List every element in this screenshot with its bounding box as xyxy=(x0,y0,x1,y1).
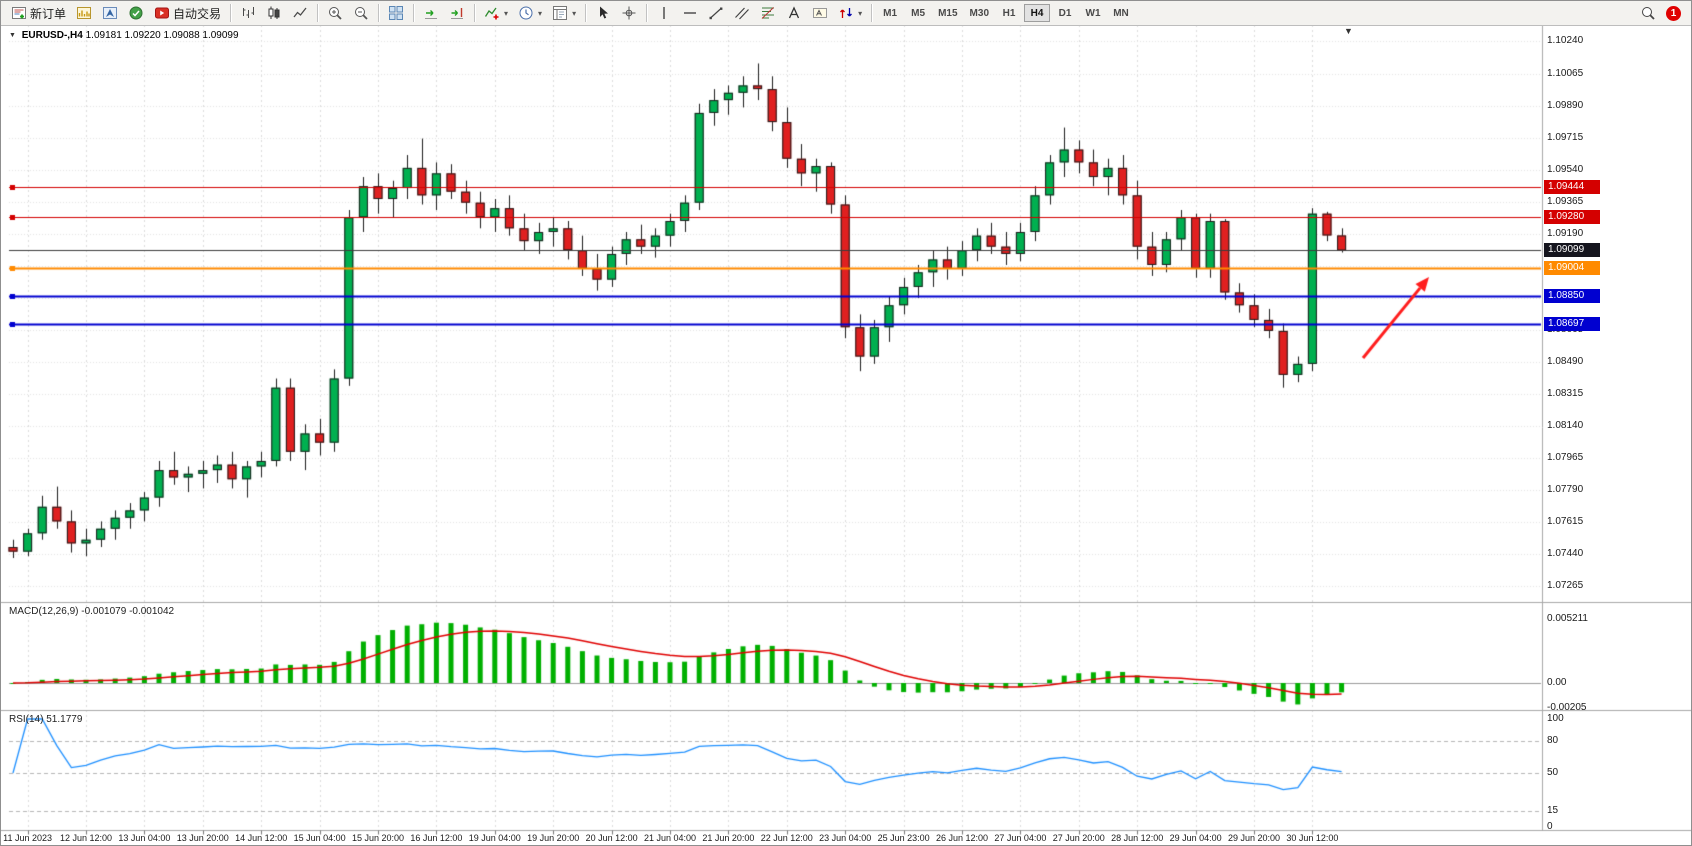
market-watch-button[interactable] xyxy=(72,3,96,23)
dropdown-arrow-icon[interactable]: ▾ xyxy=(504,8,509,18)
timeframe-button-m5[interactable]: M5 xyxy=(905,4,931,22)
timeframe-button-mn[interactable]: MN xyxy=(1108,4,1134,22)
candlestick-button[interactable] xyxy=(262,3,286,23)
new-order-button-label: 新订单 xyxy=(30,6,67,21)
toolbar: 新订单 自动交易 ▾ ▾ ▾ ▾ M1 M5 M15 M30 H1 H4 D1 W1 MN 1 xyxy=(1,1,1691,26)
cursor-button[interactable] xyxy=(591,3,615,23)
toolbar-separator xyxy=(378,4,380,22)
timeframe-button-m1[interactable]: M1 xyxy=(877,4,903,22)
auto-trading-button[interactable]: 自动交易 xyxy=(150,3,225,23)
line-chart-button[interactable] xyxy=(288,3,312,23)
arrows-button[interactable]: ▾ xyxy=(834,3,866,23)
indicators-button[interactable]: ▾ xyxy=(480,3,512,23)
toolbar-separator xyxy=(646,4,648,22)
line-chart-icon xyxy=(292,5,308,21)
terminal-button[interactable] xyxy=(124,3,148,23)
auto-trading-button-label: 自动交易 xyxy=(173,6,222,21)
trendline-icon xyxy=(708,5,724,21)
dropdown-arrow-icon[interactable]: ▾ xyxy=(572,8,577,18)
timeframe-button-d1[interactable]: D1 xyxy=(1052,4,1078,22)
dropdown-arrow-icon[interactable]: ▾ xyxy=(858,8,863,18)
text-label-icon xyxy=(812,5,828,21)
bar-chart-button[interactable] xyxy=(236,3,260,23)
candlestick-icon xyxy=(266,5,282,21)
bar-chart-icon xyxy=(240,5,256,21)
toolbar-separator xyxy=(413,4,415,22)
notification-badge[interactable]: 1 xyxy=(1666,5,1681,21)
fibonacci-button[interactable] xyxy=(756,3,780,23)
trendline-button[interactable] xyxy=(704,3,728,23)
terminal-icon xyxy=(128,5,144,21)
new-order-button[interactable]: 新订单 xyxy=(7,3,70,23)
toolbar-separator xyxy=(230,4,232,22)
fibonacci-icon xyxy=(760,5,776,21)
search-button[interactable] xyxy=(1636,3,1660,23)
search-icon xyxy=(1640,5,1656,21)
channel-icon xyxy=(734,5,750,21)
vertical-line-icon xyxy=(656,5,672,21)
timeframe-button-h4[interactable]: H4 xyxy=(1024,4,1050,22)
text-button[interactable] xyxy=(782,3,806,23)
crosshair-icon xyxy=(621,5,637,21)
zoom-out-button[interactable] xyxy=(349,3,373,23)
navigator-button[interactable] xyxy=(98,3,122,23)
text-label-button[interactable] xyxy=(808,3,832,23)
new-order-icon xyxy=(11,5,27,21)
channel-button[interactable] xyxy=(730,3,754,23)
templates-button[interactable]: ▾ xyxy=(548,3,580,23)
horizontal-line-button[interactable] xyxy=(678,3,702,23)
auto-scroll-icon xyxy=(423,5,439,21)
chart-shift-button[interactable] xyxy=(445,3,469,23)
dropdown-arrow-icon[interactable]: ▾ xyxy=(538,8,543,18)
indicators-icon xyxy=(484,5,500,21)
tile-windows-icon xyxy=(388,5,404,21)
arrows-icon xyxy=(838,5,854,21)
horizontal-line-icon xyxy=(682,5,698,21)
market-watch-icon xyxy=(76,5,92,21)
zoom-in-button[interactable] xyxy=(323,3,347,23)
periods-icon xyxy=(518,5,534,21)
templates-icon xyxy=(552,5,568,21)
text-icon xyxy=(786,5,802,21)
toolbar-separator xyxy=(317,4,319,22)
cursor-icon xyxy=(595,5,611,21)
timeframe-button-m30[interactable]: M30 xyxy=(965,4,994,22)
toolbar-separator xyxy=(585,4,587,22)
chart-shift-icon xyxy=(449,5,465,21)
toolbar-separator xyxy=(871,4,873,22)
navigator-icon xyxy=(102,5,118,21)
toolbar-separator xyxy=(474,4,476,22)
auto-trading-icon xyxy=(154,5,170,21)
zoom-in-icon xyxy=(327,5,343,21)
zoom-out-icon xyxy=(353,5,369,21)
timeframe-button-w1[interactable]: W1 xyxy=(1080,4,1106,22)
tile-windows-button[interactable] xyxy=(384,3,408,23)
crosshair-button[interactable] xyxy=(617,3,641,23)
periods-button[interactable]: ▾ xyxy=(514,3,546,23)
timeframe-button-m15[interactable]: M15 xyxy=(933,4,962,22)
auto-scroll-button[interactable] xyxy=(419,3,443,23)
vertical-line-button[interactable] xyxy=(652,3,676,23)
timeframe-button-h1[interactable]: H1 xyxy=(996,4,1022,22)
